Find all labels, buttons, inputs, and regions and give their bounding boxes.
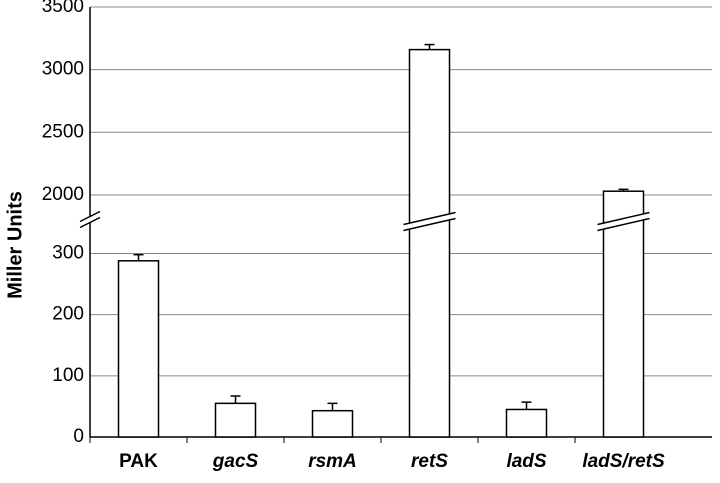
bar (311, 409, 354, 438)
bar (408, 48, 451, 438)
bar-break-line (597, 211, 650, 226)
bar-break-line (403, 217, 456, 232)
x-tick-label: retS (411, 451, 448, 472)
x-tick-label: ladS (506, 451, 546, 472)
bar (602, 190, 645, 438)
bar (117, 260, 160, 438)
bar (214, 402, 257, 438)
y-axis-label: Miller Units (4, 191, 26, 299)
y-tick-label: 2500 (42, 121, 84, 142)
x-tick-label: rsmA (308, 451, 357, 472)
y-tick-label: 2000 (42, 184, 84, 205)
y-tick-label: 3500 (42, 0, 84, 17)
bar (505, 408, 548, 438)
bar-break (597, 212, 650, 231)
y-tick-label: 200 (52, 304, 84, 325)
x-tick-label: PAK (119, 451, 158, 472)
x-tick-label: ladS/retS (582, 451, 665, 472)
bar-break (403, 212, 456, 231)
axis-break-line (79, 216, 101, 229)
x-tick-label: gacS (212, 451, 259, 472)
y-tick-label: 100 (52, 365, 84, 386)
y-tick-label: 3000 (42, 59, 84, 80)
axis-break (80, 211, 100, 228)
y-tick-label: 0 (73, 426, 84, 447)
axis-break-line (79, 210, 101, 223)
bar-break-line (597, 217, 650, 232)
bar-break-line (403, 211, 456, 226)
y-tick-label: 300 (52, 242, 84, 263)
